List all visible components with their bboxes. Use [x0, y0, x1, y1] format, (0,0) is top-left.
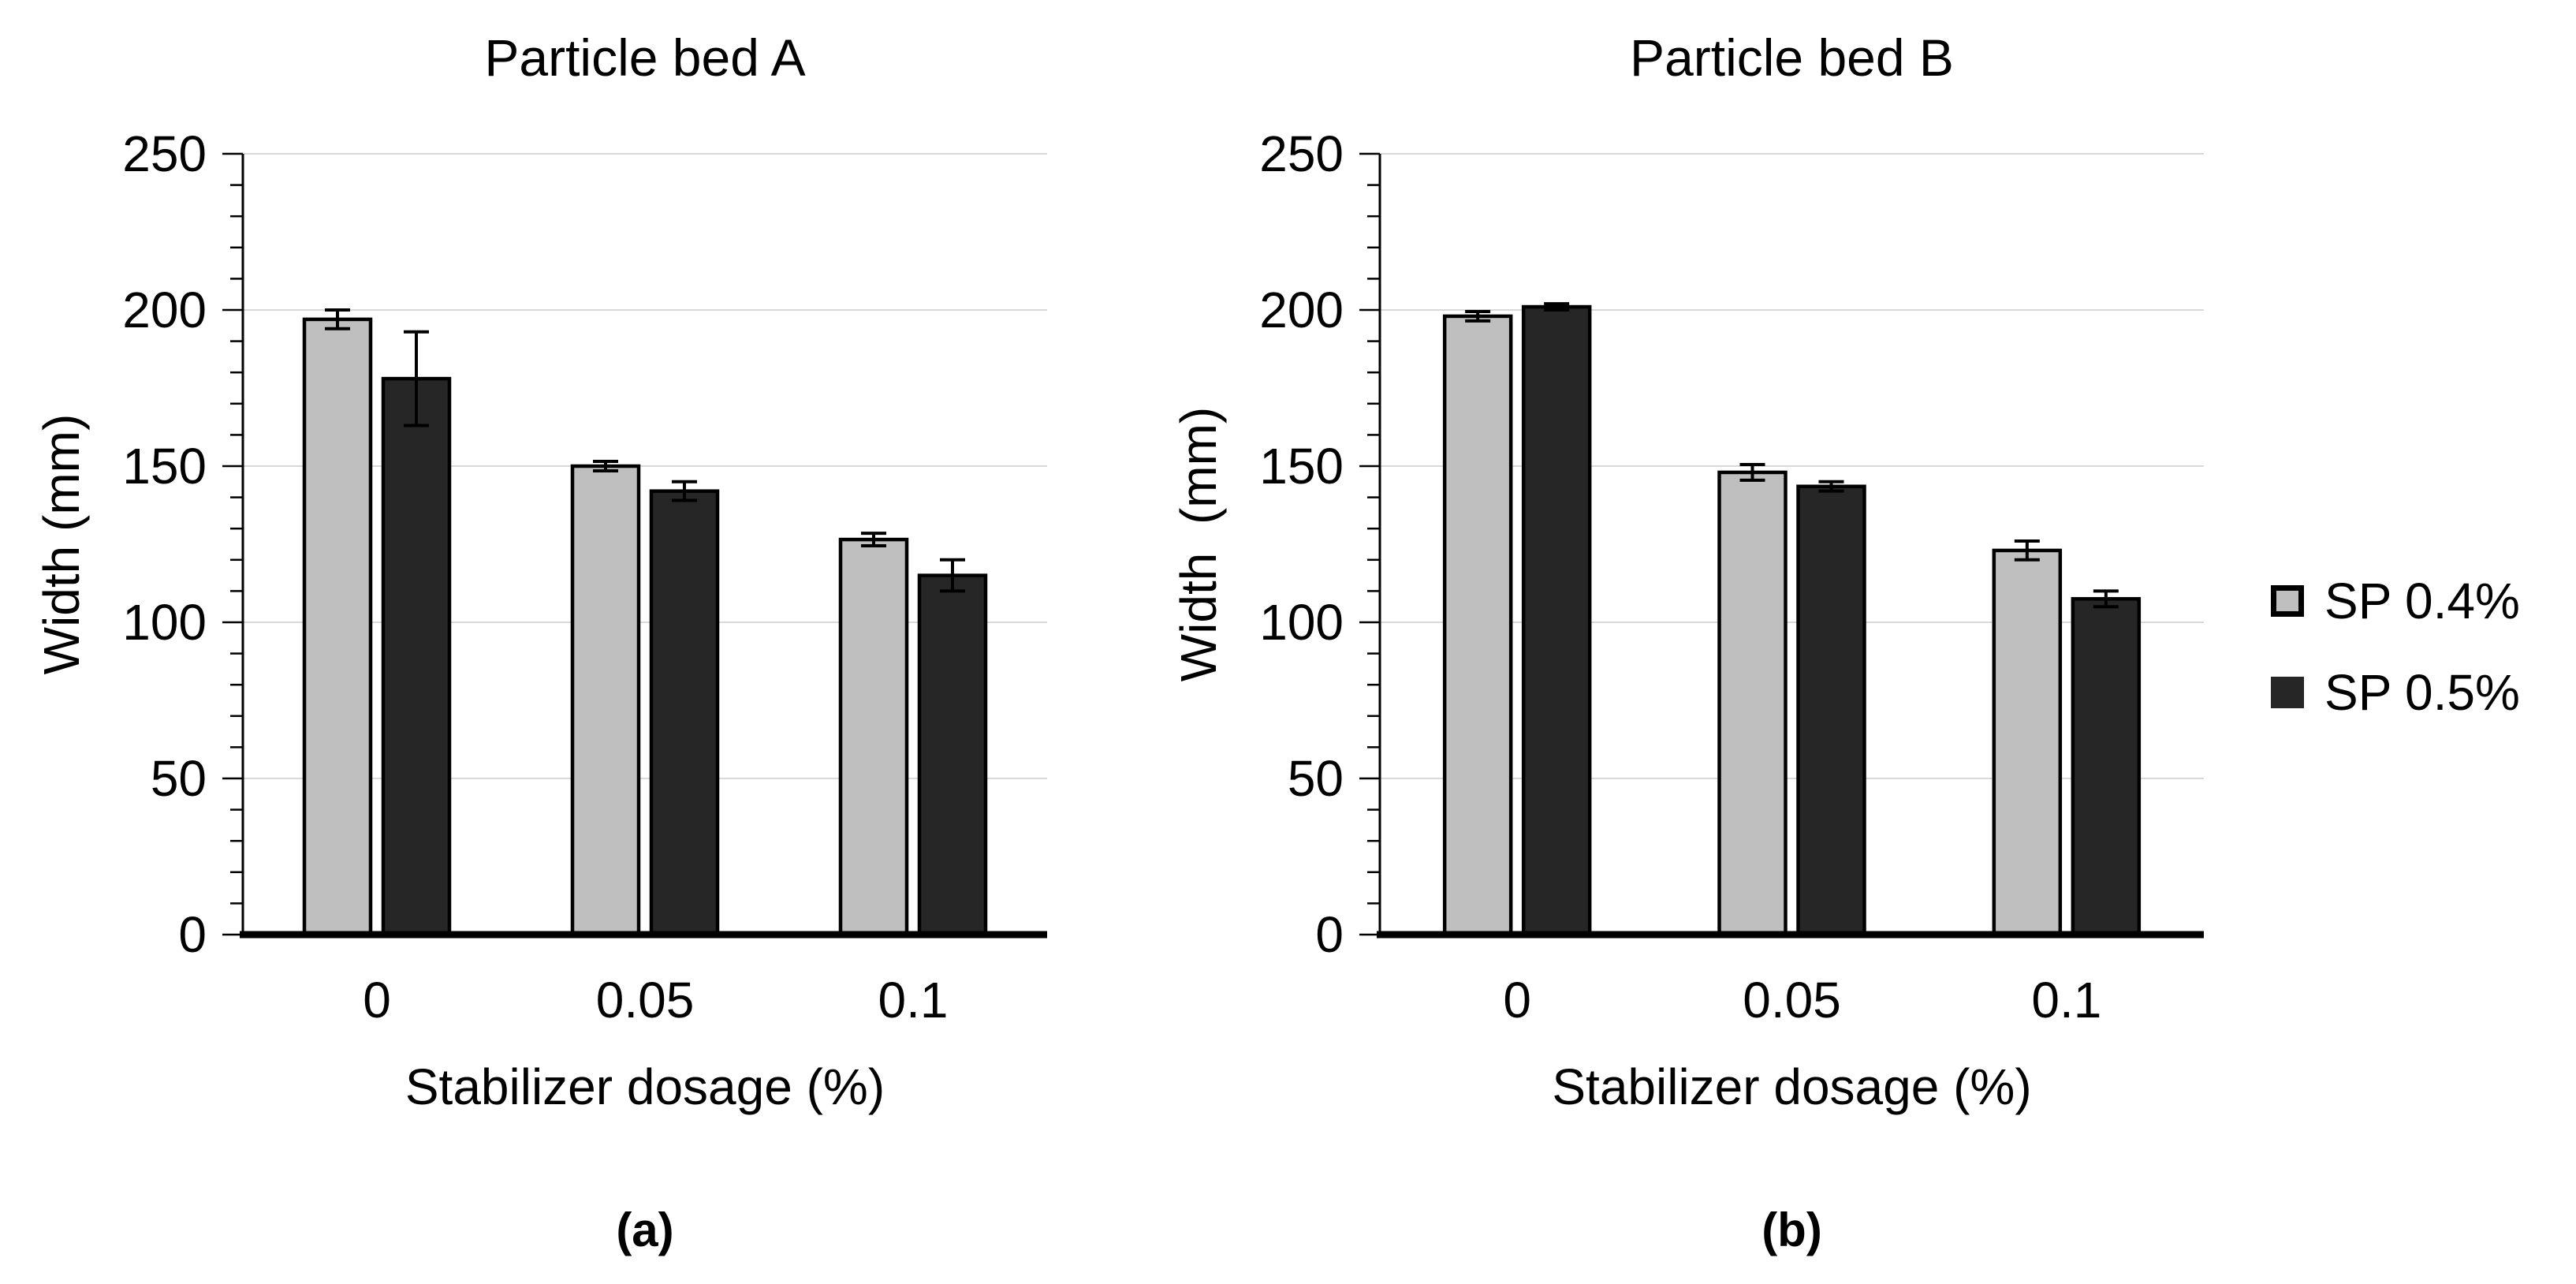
y-tick-label: 200 [1259, 282, 1344, 338]
chart-b-title: Particle bed B [1630, 28, 1954, 87]
x-tick-label: 0.05 [596, 972, 695, 1028]
y-tick-label: 0 [1315, 906, 1344, 963]
error-bar [1544, 302, 1570, 312]
error-bar [940, 558, 965, 593]
error-bar [1465, 309, 1491, 323]
x-tick-label: 0.05 [1743, 972, 1841, 1028]
y-tick-label: 100 [1259, 594, 1344, 651]
bar-SP05-x0.05 [1796, 484, 1866, 937]
bar-SP04-x0.05 [570, 464, 641, 937]
bar-SP04-x0.1 [1992, 548, 2063, 937]
bar-SP04-x0 [302, 317, 373, 937]
bar-SP05-x0.1 [917, 573, 988, 937]
y-tick-label: 250 [122, 125, 207, 182]
error-bar [325, 308, 350, 330]
bar-SP05-x0.1 [2071, 597, 2142, 937]
error-bar [404, 330, 429, 427]
error-bar [1818, 480, 1844, 493]
x-tick-label: 0.1 [2031, 972, 2101, 1028]
y-tick-label: 50 [1288, 750, 1344, 807]
legend-label-sp04: SP 0.4% [2324, 573, 2520, 629]
legend-swatch-sp04-icon [2271, 585, 2304, 617]
legend-item-sp05: SP 0.5% [2271, 664, 2520, 721]
legend: SP 0.4% SP 0.5% [2271, 573, 2520, 721]
chart-a-plot: 0 0.05 0.1 0 50 100 150 200 250 Stabilizer dosage… [33, 125, 1047, 1115]
legend-swatch-sp05-icon [2271, 677, 2304, 708]
error-bar [2014, 539, 2040, 562]
error-bar [593, 460, 618, 472]
bar-SP04-x0.05 [1717, 470, 1788, 937]
chart-b-plot: 0 0.05 0.1 0 50 100 150 200 250 Stabilizer dosage… [1170, 125, 2204, 1115]
bar-SP05-x0.05 [649, 489, 720, 937]
y-axis-title: Width (mm) [33, 414, 90, 675]
y-axis-title: Width (mm) [1170, 407, 1227, 681]
x-tick-label: 0 [1503, 972, 1531, 1028]
y-tick-label: 200 [122, 282, 207, 338]
x-axis-title: Stabilizer dosage (%) [1552, 1058, 2031, 1115]
error-bar [672, 480, 697, 502]
chart-a-caption: (a) [616, 1204, 674, 1256]
y-tick-label: 150 [1259, 438, 1344, 495]
legend-label-sp05: SP 0.5% [2324, 664, 2520, 721]
bar-SP05-x0 [381, 376, 452, 937]
y-tick-label: 100 [122, 594, 207, 651]
x-axis-title: Stabilizer dosage (%) [405, 1058, 885, 1115]
y-tick-label: 150 [122, 438, 207, 495]
bar-SP05-x0 [1521, 304, 1592, 937]
x-tick-label: 0 [363, 972, 391, 1028]
y-tick-label: 250 [1259, 125, 1344, 182]
error-bar [861, 532, 886, 547]
error-bar [1739, 463, 1765, 482]
y-tick-label: 50 [151, 750, 207, 807]
bar-SP04-x0 [1442, 314, 1513, 937]
y-tick-label: 0 [178, 906, 207, 963]
chart-a-title: Particle bed A [484, 28, 806, 87]
error-bar [2093, 589, 2119, 609]
x-tick-label: 0.1 [878, 972, 949, 1028]
chart-b-caption: (b) [1761, 1204, 1822, 1256]
bar-SP04-x0.1 [838, 537, 909, 937]
legend-item-sp04: SP 0.4% [2271, 573, 2520, 629]
